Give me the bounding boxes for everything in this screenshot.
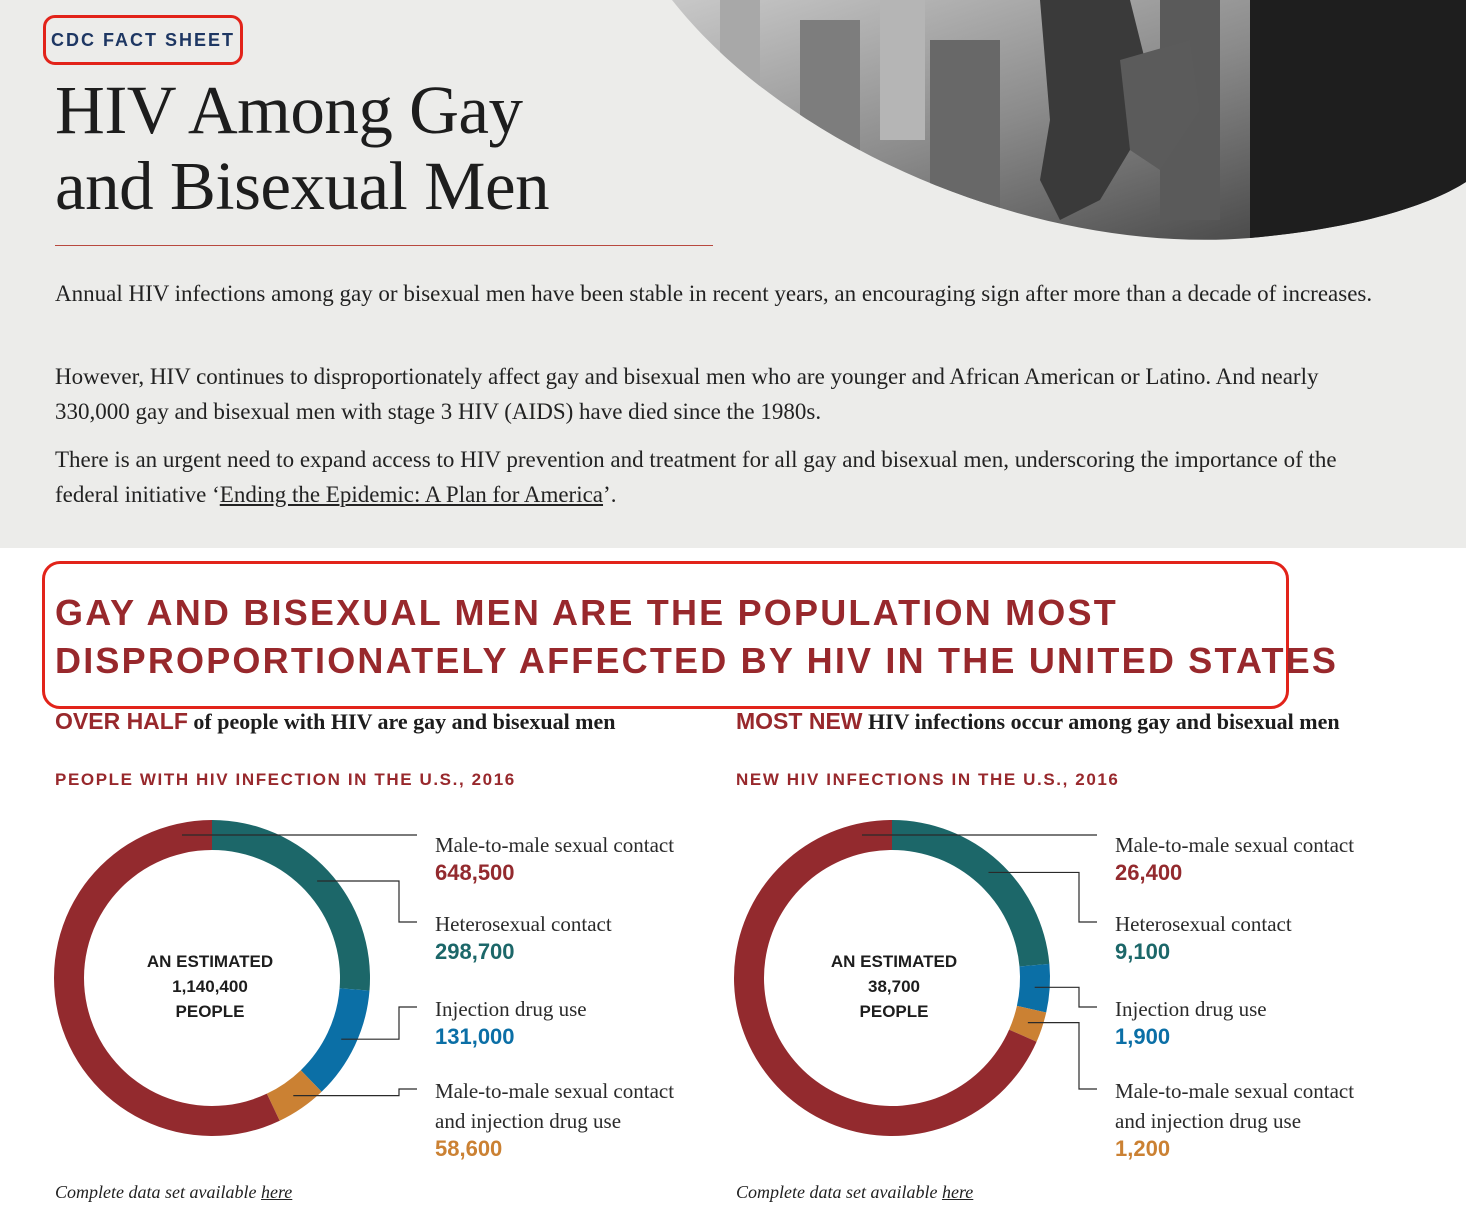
header-band (0, 0, 1466, 548)
chart-2-title: NEW HIV INFECTIONS IN THE U.S., 2016 (736, 770, 1120, 789)
chart-1-donut (54, 820, 417, 1136)
headline-line-1: GAY AND BISEXUAL MEN ARE THE POPULATION … (55, 592, 1118, 633)
chart-1-lead-text: of people with HIV are gay and bisexual … (187, 709, 616, 734)
chart-2-center-line-3: PEOPLE (859, 1002, 929, 1021)
headline-highlight-box (42, 561, 1289, 709)
chart-1-segment-injection-drug-use (300, 988, 370, 1092)
title-line-2: and Bisexual Men (55, 148, 550, 224)
chart-1-label-male-to-male-and-injection: Male-to-male sexual contact and injection… (435, 1076, 674, 1163)
intro-paragraph-3-text: There is an urgent need to expand access… (55, 447, 1337, 507)
chart-1-label-injection-drug-use: Injection drug use 131,000 (435, 994, 587, 1051)
ending-the-epidemic-link[interactable]: Ending the Epidemic: A Plan for America (219, 482, 604, 507)
title-line-1: HIV Among Gay (55, 72, 523, 148)
chart-2-category-male-to-male-line-1: Male-to-male sexual contact (1115, 833, 1355, 857)
section-headline: GAY AND BISEXUAL MEN ARE THE POPULATION … (55, 589, 1338, 685)
chart-1-source: Complete data set available here (55, 1182, 292, 1203)
chart-1-segment-male-to-male (54, 820, 280, 1136)
chart-1-center-label: AN ESTIMATED 1,140,400 PEOPLE (110, 949, 310, 1024)
intro-paragraph-2: However, HIV continues to disproportiona… (55, 364, 1319, 424)
chart-2-donut (734, 820, 1097, 1136)
chart-1-center-line-2: 1,140,400 (172, 977, 248, 996)
chart-1-leader-heterosexual (317, 880, 417, 923)
chart-1-center-line-3: PEOPLE (175, 1002, 245, 1021)
chart-1-lead-highlight: OVER HALF (55, 708, 188, 734)
chart-1-category-male-to-male-and-injection-line-1: Male-to-male sexual contact (435, 1079, 675, 1103)
chart-2-category-injection-drug-use-line-1: Injection drug use (1115, 997, 1267, 1021)
chart-2-leader-male-to-male-and-injection (1027, 1022, 1097, 1090)
chart-1-category-male-to-male-and-injection-line-2: and injection drug use (435, 1109, 622, 1133)
chart-1-leader-injection-drug-use (341, 1006, 417, 1040)
chart-1-leader-male-to-male-and-injection (293, 1088, 417, 1097)
chart-1-value-injection-drug-use: 131,000 (435, 1024, 515, 1049)
chart-2-category-heterosexual-line-1: Heterosexual contact (1115, 912, 1292, 936)
chart-2-lead-text: HIV infections occur among gay and bisex… (862, 709, 1340, 734)
chart-1-label-male-to-male: Male-to-male sexual contact 648,500 (435, 830, 674, 887)
chart-2-center-label: AN ESTIMATED 38,700 PEOPLE (794, 949, 994, 1024)
chart-2-segment-male-to-male-and-injection (1009, 1005, 1047, 1042)
hands-photo (672, 0, 1466, 240)
chart-2-label-male-to-male: Male-to-male sexual contact 26,400 (1115, 830, 1354, 887)
chart-1-title: PEOPLE WITH HIV INFECTION IN THE U.S., 2… (55, 770, 516, 789)
chart-1-lead: OVER HALF of people with HIV are gay and… (55, 708, 616, 735)
chart-1-label-heterosexual: Heterosexual contact 298,700 (435, 909, 612, 966)
title-divider (55, 245, 713, 246)
chart-1-source-link[interactable]: here (260, 1182, 293, 1202)
chart-1-category-injection-drug-use-line-1: Injection drug use (435, 997, 587, 1021)
chart-2-lead: MOST NEW HIV infections occur among gay … (736, 708, 1340, 735)
chart-2-lead-highlight: MOST NEW (736, 708, 863, 734)
chart-2-source: Complete data set available here (736, 1182, 973, 1203)
chart-2-leader-injection-drug-use (1034, 986, 1097, 1008)
chart-2-segment-injection-drug-use (1016, 963, 1050, 1013)
fact-sheet-badge: CDC FACT SHEET (43, 15, 243, 65)
chart-2-value-male-to-male-and-injection: 1,200 (1115, 1136, 1171, 1161)
chart-2-leader-heterosexual (988, 871, 1097, 923)
chart-2-center-line-2: 38,700 (868, 977, 920, 996)
chart-2-category-male-to-male-and-injection-line-2: and injection drug use (1115, 1109, 1302, 1133)
chart-2-label-heterosexual: Heterosexual contact 9,100 (1115, 909, 1292, 966)
headline-line-2: DISPROPORTIONATELY AFFECTED BY HIV IN TH… (55, 640, 1339, 681)
chart-1-source-text: Complete data set available (55, 1182, 261, 1202)
chart-2-value-male-to-male: 26,400 (1115, 860, 1183, 885)
intro-paragraph-1: Annual HIV infections among gay or bisex… (55, 281, 1373, 306)
chart-1-center-line-1: AN ESTIMATED (146, 952, 274, 971)
chart-2-segment-heterosexual (892, 820, 1050, 967)
chart-1-value-heterosexual: 298,700 (435, 939, 515, 964)
chart-2-label-injection-drug-use: Injection drug use 1,900 (1115, 994, 1267, 1051)
chart-2-center-line-1: AN ESTIMATED (830, 952, 958, 971)
intro-paragraph-3: There is an urgent need to expand access… (55, 442, 1385, 512)
chart-2-value-heterosexual: 9,100 (1115, 939, 1171, 964)
chart-2-source-link[interactable]: here (941, 1182, 974, 1202)
chart-2-label-male-to-male-and-injection: Male-to-male sexual contact and injection… (1115, 1076, 1354, 1163)
chart-2-category-male-to-male-and-injection-line-1: Male-to-male sexual contact (1115, 1079, 1355, 1103)
chart-2-value-injection-drug-use: 1,900 (1115, 1024, 1171, 1049)
chart-2-source-text: Complete data set available (736, 1182, 942, 1202)
intro-paragraph-3-end: ’. (603, 482, 617, 507)
chart-1-value-male-to-male-and-injection: 58,600 (435, 1136, 503, 1161)
chart-1-value-male-to-male: 648,500 (435, 860, 515, 885)
page-title: HIV Among Gay and Bisexual Men (55, 72, 550, 224)
chart-1-category-male-to-male-line-1: Male-to-male sexual contact (435, 833, 675, 857)
chart-1-category-heterosexual-line-1: Heterosexual contact (435, 912, 612, 936)
chart-1-segment-heterosexual (212, 820, 370, 991)
